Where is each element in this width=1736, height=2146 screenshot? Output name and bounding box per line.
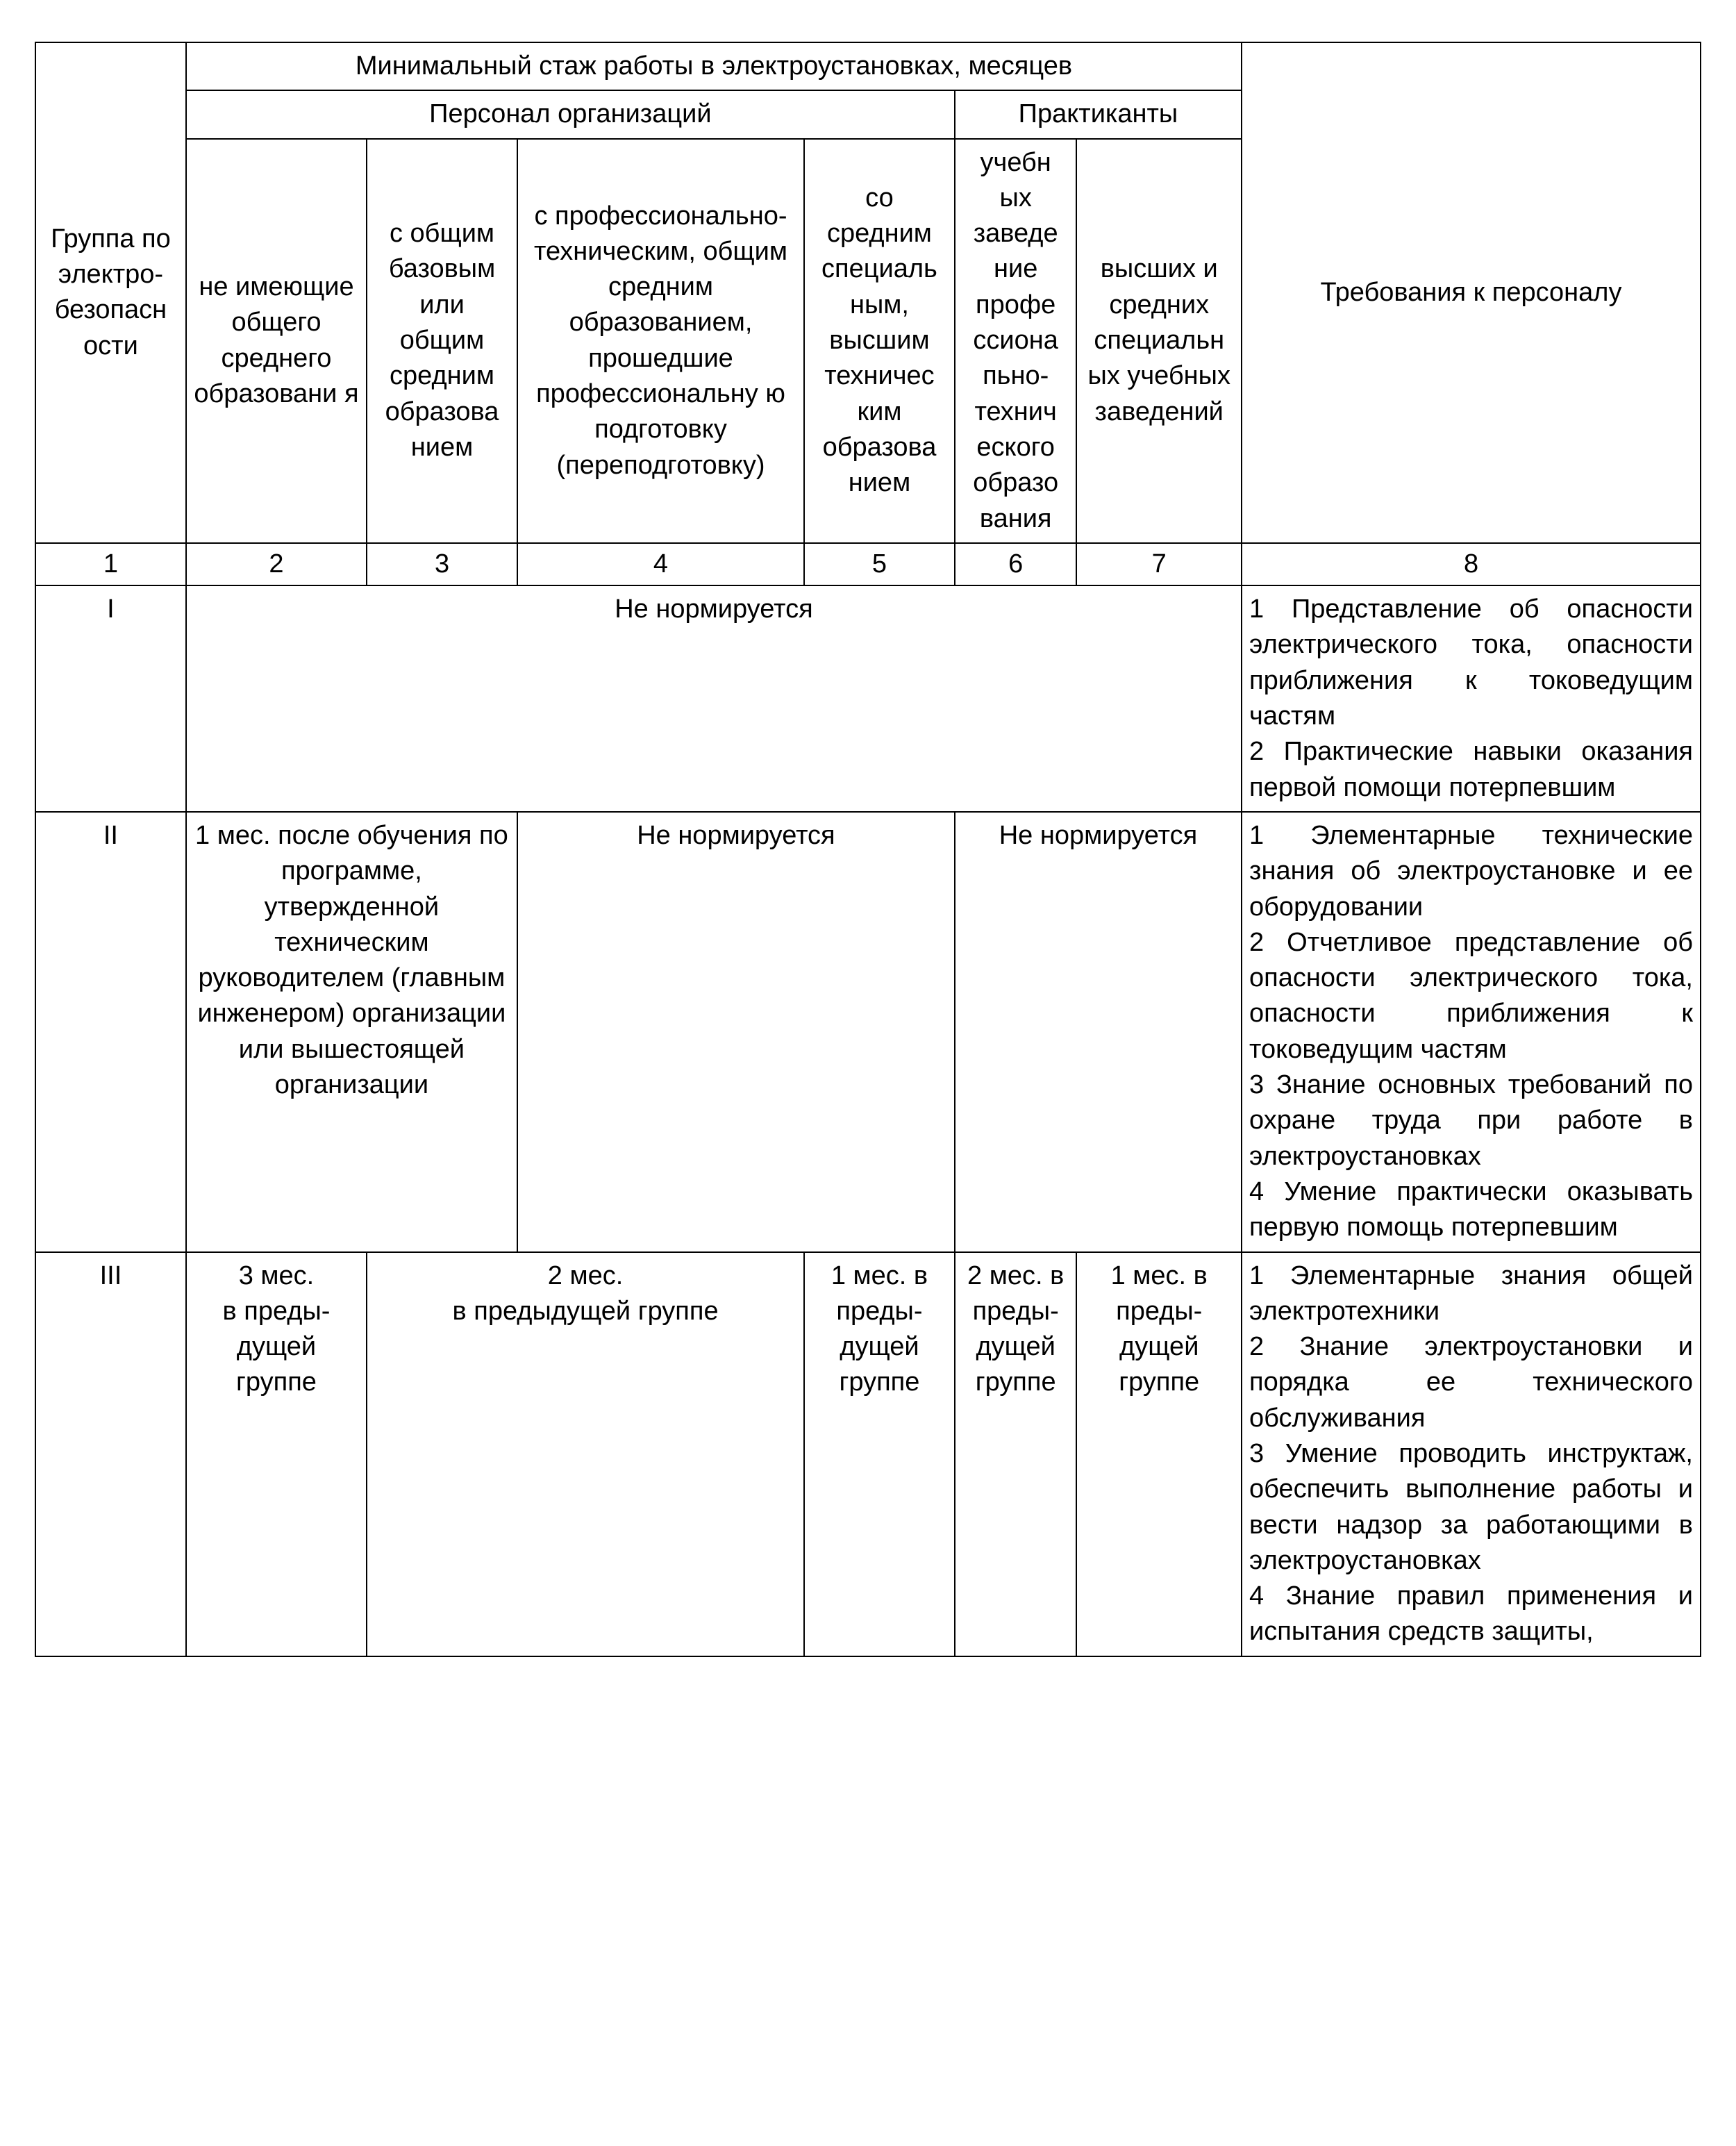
cell-exp-2-67: Не нормируется <box>955 812 1242 1252</box>
colnum-7: 7 <box>1076 543 1242 585</box>
hdr-col6: учебн ых заведе ние профе ссиона пьно-те… <box>955 139 1077 543</box>
hdr-col7: высших и средних специальн ых учебных за… <box>1076 139 1242 543</box>
safety-groups-table: Группа по электро-безопасн ости Минималь… <box>35 42 1701 1657</box>
column-number-row: 1 2 3 4 5 6 7 8 <box>35 543 1701 585</box>
cell-exp-3-5: 1 мес. в преды-дущей группе <box>804 1252 955 1656</box>
cell-exp-2-23: 1 мес. после обучения по программе, утве… <box>186 812 517 1252</box>
hdr-col5: со средним специаль ным, высшим техничес… <box>804 139 955 543</box>
hdr-col2: не имеющие общего среднего образовани я <box>186 139 367 543</box>
hdr-requirements: Требования к персоналу <box>1242 42 1701 543</box>
colnum-6: 6 <box>955 543 1077 585</box>
hdr-col3: с общим базовым или общим средним образо… <box>367 139 517 543</box>
colnum-1: 1 <box>35 543 186 585</box>
cell-exp-3-2: 3 мес.в преды-дущей группе <box>186 1252 367 1656</box>
cell-req-3: 1 Элементарные знания общей электротехни… <box>1242 1252 1701 1656</box>
colnum-8: 8 <box>1242 543 1701 585</box>
data-row-group-1: I Не нормируется 1 Представление об опас… <box>35 585 1701 812</box>
cell-exp-1: Не нормируется <box>186 585 1242 812</box>
hdr-group: Группа по электро-безопасн ости <box>35 42 186 543</box>
colnum-5: 5 <box>804 543 955 585</box>
cell-exp-3-6: 2 мес. в преды-дущей группе <box>955 1252 1077 1656</box>
cell-exp-2-45: Не нормируется <box>517 812 955 1252</box>
hdr-org-title: Персонал организаций <box>186 90 955 138</box>
colnum-4: 4 <box>517 543 804 585</box>
page-container: Группа по электро-безопасн ости Минималь… <box>0 0 1736 2146</box>
colnum-2: 2 <box>186 543 367 585</box>
header-row-1: Группа по электро-безопасн ости Минималь… <box>35 42 1701 90</box>
data-row-group-3: III 3 мес.в преды-дущей группе 2 мес.в п… <box>35 1252 1701 1656</box>
cell-exp-3-7: 1 мес. в преды-дущей группе <box>1076 1252 1242 1656</box>
hdr-col4: с профессионально-техническим, общим сре… <box>517 139 804 543</box>
cell-req-1: 1 Представление об опасности электрическ… <box>1242 585 1701 812</box>
data-row-group-2: II 1 мес. после обучения по программе, у… <box>35 812 1701 1252</box>
cell-group-1: I <box>35 585 186 812</box>
colnum-3: 3 <box>367 543 517 585</box>
hdr-trainee-title: Практиканты <box>955 90 1242 138</box>
cell-group-3: III <box>35 1252 186 1656</box>
cell-req-2: 1 Элементарные технические знания об эле… <box>1242 812 1701 1252</box>
cell-group-2: II <box>35 812 186 1252</box>
hdr-exp-title: Минимальный стаж работы в электроустанов… <box>186 42 1242 90</box>
cell-exp-3-34: 2 мес.в предыдущей группе <box>367 1252 804 1656</box>
